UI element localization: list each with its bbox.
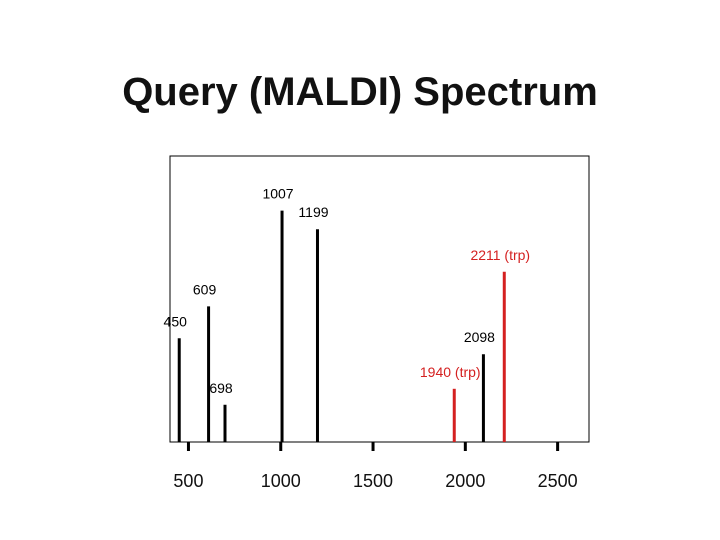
x-tick-label: 500 (173, 471, 203, 491)
peak-label-609: 609 (193, 281, 217, 297)
peak-label-1007: 1007 (262, 186, 293, 202)
peak-label-450: 450 (164, 313, 188, 329)
x-axis: 500 1000 1500 2000 2500 (173, 442, 578, 491)
x-tick-label: 2000 (445, 471, 485, 491)
peak-label-1940: 1940 (trp) (420, 364, 481, 380)
peak-label-698: 698 (209, 380, 233, 396)
peak-label-2211: 2211 (trp) (470, 247, 530, 263)
plot-frame (169, 155, 590, 443)
peak-label-1199: 1199 (298, 204, 328, 220)
x-tick-label: 1500 (353, 471, 393, 491)
slide-title: Query (MALDI) Spectrum (122, 70, 598, 114)
x-tick-label: 1000 (261, 471, 301, 491)
peak-label-2098: 2098 (464, 329, 495, 345)
x-tick-label: 2500 (538, 471, 578, 491)
peaks-group: 450 609 698 1007 1199 1940 (trp) 2098 2211 (trp… (164, 186, 530, 442)
